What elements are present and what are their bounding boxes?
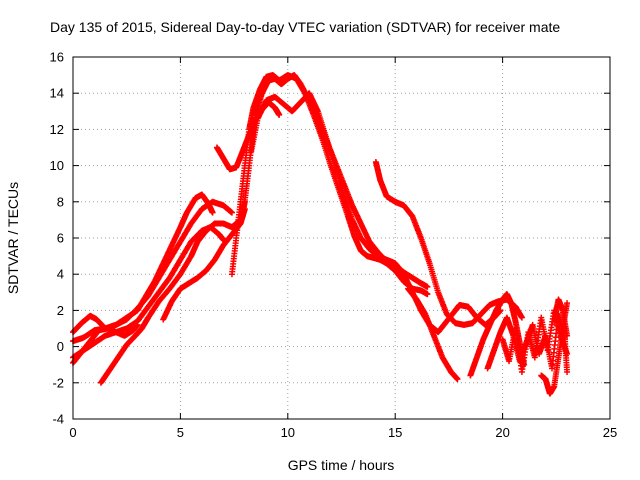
x-axis-label: GPS time / hours xyxy=(288,457,395,473)
x-tick-label: 25 xyxy=(603,425,617,440)
y-tick-label: -4 xyxy=(52,412,64,427)
grid-lines xyxy=(73,57,610,419)
data-point xyxy=(209,209,216,216)
x-tick-label: 0 xyxy=(69,425,76,440)
series-arc-3 xyxy=(70,224,227,361)
data-points xyxy=(70,72,571,397)
y-tick-label: 10 xyxy=(50,158,64,173)
x-tick-label: 5 xyxy=(177,425,184,440)
series-arc-2 xyxy=(70,198,235,345)
chart-title: Day 135 of 2015, Sidereal Day-to-day VTE… xyxy=(50,19,560,35)
y-tick-label: 12 xyxy=(50,122,64,137)
series-arc-10 xyxy=(248,90,504,336)
y-tick-label: 0 xyxy=(57,339,64,354)
data-point xyxy=(134,321,141,328)
series-arc-5 xyxy=(97,198,248,386)
y-axis-label: SDTVAR / TECUs xyxy=(5,182,21,294)
y-tick-label: 16 xyxy=(50,50,64,65)
axis-ticks: 0 5 10 15 20 25 -4 -2 0 2 4 6 8 10 12 14 16 xyxy=(50,50,618,441)
x-tick-label: 15 xyxy=(388,425,402,440)
y-tick-label: -2 xyxy=(52,375,64,390)
y-tick-label: 14 xyxy=(50,86,64,101)
y-tick-label: 2 xyxy=(57,303,64,318)
data-point xyxy=(228,209,235,216)
y-tick-label: 6 xyxy=(57,231,64,246)
series-arc-4 xyxy=(70,321,141,366)
x-tick-label: 20 xyxy=(495,425,509,440)
y-tick-label: 8 xyxy=(57,194,64,209)
x-tick-label: 10 xyxy=(281,425,295,440)
data-point xyxy=(276,111,283,118)
y-tick-label: 4 xyxy=(57,267,64,282)
